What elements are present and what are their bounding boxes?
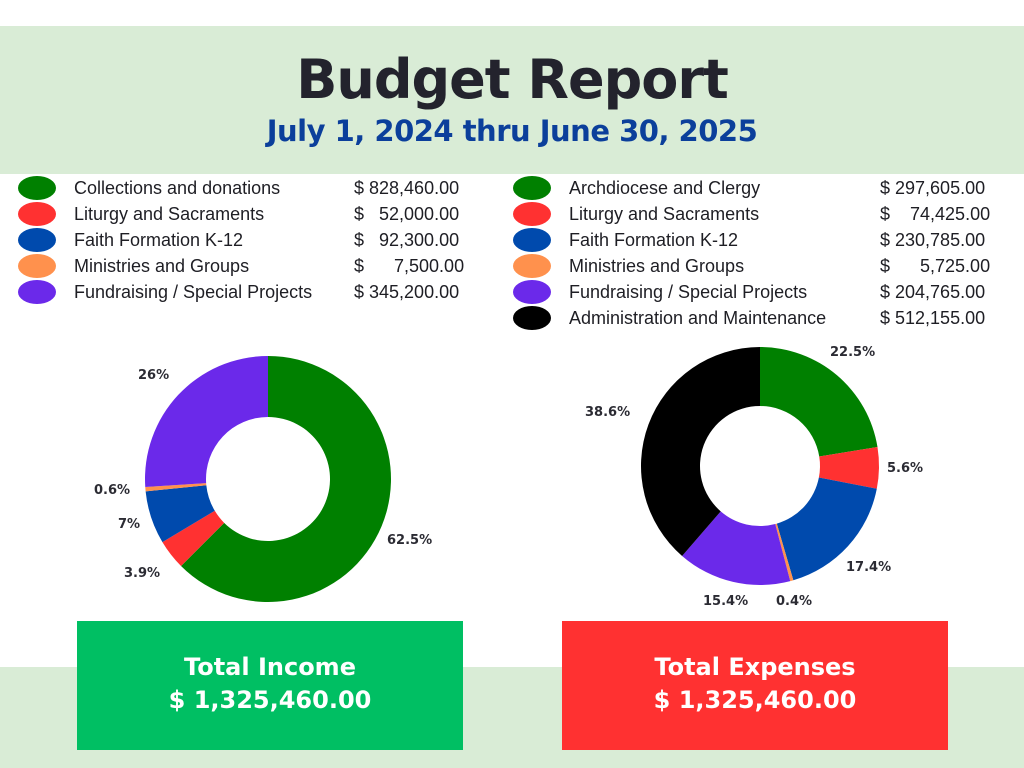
legend-swatch (513, 228, 551, 252)
legend-amount: $ 7,500.00 (354, 256, 465, 276)
expense-data-label: 22.5% (830, 345, 875, 360)
expense-legend-item: Faith Formation K-12 $ 230,785.00 (513, 227, 1013, 253)
legend-swatch (513, 254, 551, 278)
legend-label: Liturgy and Sacraments (74, 204, 265, 224)
expense-legend-item: Ministries and Groups $ 5,725.00 (513, 253, 1013, 279)
income-slice (145, 485, 215, 543)
expense-legend: Archdiocese and Clergy $ 297,605.00 Litur… (513, 175, 1013, 331)
total-income-box: Total Income $ 1,325,460.00 (77, 621, 463, 750)
legend-label: Archdiocese and Clergy (569, 178, 761, 198)
income-legend-item: Ministries and Groups $ 7,500.00 (18, 253, 498, 279)
legend-label: Administration and Maintenance (569, 308, 827, 328)
legend-swatch (18, 176, 56, 200)
legend-amount: $ 345,200.00 (354, 282, 460, 302)
legend-label: Faith Formation K-12 (74, 230, 244, 250)
legend-amount: $ 828,460.00 (354, 178, 460, 198)
expense-data-label: 15.4% (703, 594, 748, 609)
page-title: Budget Report (296, 48, 729, 111)
expense-slice (641, 347, 760, 556)
page-subtitle: July 1, 2024 thru June 30, 2025 (266, 114, 758, 148)
header-band (0, 26, 1024, 174)
income-slice (145, 483, 207, 492)
income-data-label: 0.6% (94, 483, 130, 498)
total-expenses-value: $ 1,325,460.00 (653, 686, 857, 714)
legend-label: Ministries and Groups (569, 256, 745, 276)
legend-swatch (18, 254, 56, 278)
legend-amount: $ 204,765.00 (880, 282, 986, 302)
legend-amount: $ 92,300.00 (354, 230, 460, 250)
legend-amount: $ 297,605.00 (880, 178, 986, 198)
legend-amount: $ 5,725.00 (880, 256, 991, 276)
income-data-label: 7% (118, 517, 140, 532)
expense-slice (775, 523, 794, 582)
expense-data-label: 0.4% (776, 594, 812, 609)
income-data-label: 62.5% (387, 533, 432, 548)
income-legend-item: Liturgy and Sacraments $ 52,000.00 (18, 201, 498, 227)
legend-swatch (513, 202, 551, 226)
total-expenses-label: Total Expenses (654, 653, 856, 681)
expense-legend-item: Liturgy and Sacraments $ 74,425.00 (513, 201, 1013, 227)
expense-data-label: 5.6% (887, 461, 923, 476)
income-data-label: 26% (138, 368, 169, 383)
expense-slice (760, 347, 878, 457)
expense-slice (818, 447, 879, 489)
legend-swatch (513, 306, 551, 330)
expense-data-label: 38.6% (585, 405, 630, 420)
legend-swatch (513, 280, 551, 304)
income-legend-item: Fundraising / Special Projects $ 345,200.… (18, 279, 498, 305)
legend-amount: $ 230,785.00 (880, 230, 986, 250)
legend-label: Fundraising / Special Projects (569, 282, 808, 302)
legend-swatch (18, 280, 56, 304)
expense-data-label: 17.4% (846, 560, 891, 575)
legend-amount: $ 52,000.00 (354, 204, 460, 224)
total-income-value: $ 1,325,460.00 (168, 686, 372, 714)
income-data-label: 3.9% (124, 566, 160, 581)
income-legend: Collections and donations $ 828,460.00 Lit… (18, 175, 498, 305)
income-legend-item: Faith Formation K-12 $ 92,300.00 (18, 227, 498, 253)
legend-swatch (18, 202, 56, 226)
income-slice (144, 356, 268, 488)
total-expenses-box: Total Expenses $ 1,325,460.00 (562, 621, 948, 750)
legend-swatch (18, 228, 56, 252)
income-slice (162, 510, 225, 566)
expense-legend-item: Fundraising / Special Projects $ 204,765.… (513, 279, 1013, 305)
donut-charts: 62.5% 3.9% 7% 0.6% 26% 22.5% 5.6% 17.4% 0.4% 15.4… (94, 345, 923, 609)
legend-label: Faith Formation K-12 (569, 230, 739, 250)
legend-label: Ministries and Groups (74, 256, 250, 276)
legend-amount: $ 74,425.00 (880, 204, 991, 224)
legend-label: Liturgy and Sacraments (569, 204, 760, 224)
income-legend-item: Collections and donations $ 828,460.00 (18, 175, 498, 201)
legend-amount: $ 512,155.00 (880, 308, 986, 328)
legend-label: Collections and donations (74, 178, 281, 198)
expense-slice (776, 477, 877, 581)
total-income-label: Total Income (184, 653, 356, 681)
expense-slice (682, 511, 791, 585)
legend-label: Fundraising / Special Projects (74, 282, 313, 302)
legend-swatch (513, 176, 551, 200)
income-slice (181, 356, 391, 602)
expense-legend-item: Administration and Maintenance $ 512,155.… (513, 305, 1013, 331)
expense-legend-item: Archdiocese and Clergy $ 297,605.00 (513, 175, 1013, 201)
